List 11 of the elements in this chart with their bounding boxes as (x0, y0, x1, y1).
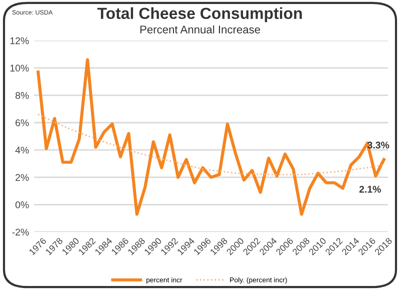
annotation: 2.1% (359, 186, 381, 193)
chart-title: Total Cheese Consumption (97, 7, 302, 22)
y-tick-label: 0% (15, 201, 29, 208)
y-tick-label: 10% (10, 64, 29, 72)
y-tick-label: -2% (12, 228, 29, 236)
y-tick-label: 6% (16, 119, 29, 126)
y-tick-label: 12% (10, 37, 29, 44)
y-tick-label: 2% (16, 174, 29, 181)
y-tick-label: 4% (15, 146, 29, 154)
chart-subtitle: Percent Annual Increase (140, 25, 260, 34)
y-tick-label: 8% (16, 92, 29, 99)
